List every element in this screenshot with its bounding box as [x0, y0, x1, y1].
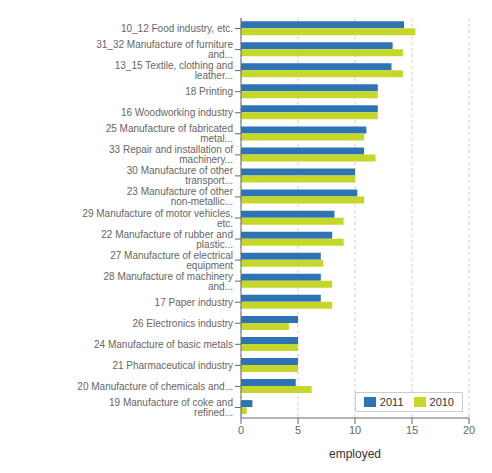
html-text:2011: 2011 — [379, 396, 404, 408]
svg-text:19 Manufacture of coke andrefi: 19 Manufacture of coke andrefined... — [109, 397, 233, 418]
svg-text:5: 5 — [295, 424, 301, 436]
svg-text:18 Printing: 18 Printing — [185, 86, 233, 97]
svg-text:28 Manufacture of machineryand: 28 Manufacture of machineryand... — [103, 271, 233, 292]
svg-text:20: 20 — [463, 424, 475, 436]
svg-text:31_32 Manufacture of furniture: 31_32 Manufacture of furnitureand... — [96, 39, 233, 60]
svg-text:0: 0 — [238, 424, 244, 436]
svg-text:15: 15 — [406, 424, 418, 436]
svg-text:10: 10 — [349, 424, 361, 436]
svg-text:22 Manufacture of rubber andpl: 22 Manufacture of rubber andplastic... — [101, 229, 233, 250]
svg-text:20 Manufacture of chemicals an: 20 Manufacture of chemicals and... — [77, 381, 233, 392]
html-text:2010: 2010 — [429, 396, 454, 408]
svg-text:17 Paper industry: 17 Paper industry — [155, 297, 233, 308]
svg-text:25 Manufacture of fabricatedme: 25 Manufacture of fabricatedmetal... — [106, 123, 233, 144]
svg-text:23 Manufacture of othernon-met: 23 Manufacture of othernon-metallic... — [127, 186, 234, 207]
svg-text:10_12 Food industry, etc.: 10_12 Food industry, etc. — [121, 23, 233, 34]
svg-text:21 Pharmaceutical industry: 21 Pharmaceutical industry — [112, 360, 233, 371]
svg-text:24 Manufacture of basic metals: 24 Manufacture of basic metals — [94, 339, 233, 350]
svg-text:30 Manufacture of othertranspo: 30 Manufacture of othertransport... — [127, 165, 234, 186]
svg-text:16 Woodworking industry: 16 Woodworking industry — [121, 107, 233, 118]
svg-text:13_15 Textile, clothing andlea: 13_15 Textile, clothing andleather... — [115, 60, 233, 81]
svg-text:27 Manufacture of electricaleq: 27 Manufacture of electricalequipment — [110, 250, 233, 271]
svg-text:26 Electronics industry: 26 Electronics industry — [132, 318, 233, 329]
svg-text:33 Repair and installation ofm: 33 Repair and installation ofmachinery..… — [109, 144, 233, 165]
svg-text:29 Manufacture of motor vehicl: 29 Manufacture of motor vehicles,etc. — [82, 208, 233, 229]
svg-text:employed: employed — [329, 447, 381, 461]
